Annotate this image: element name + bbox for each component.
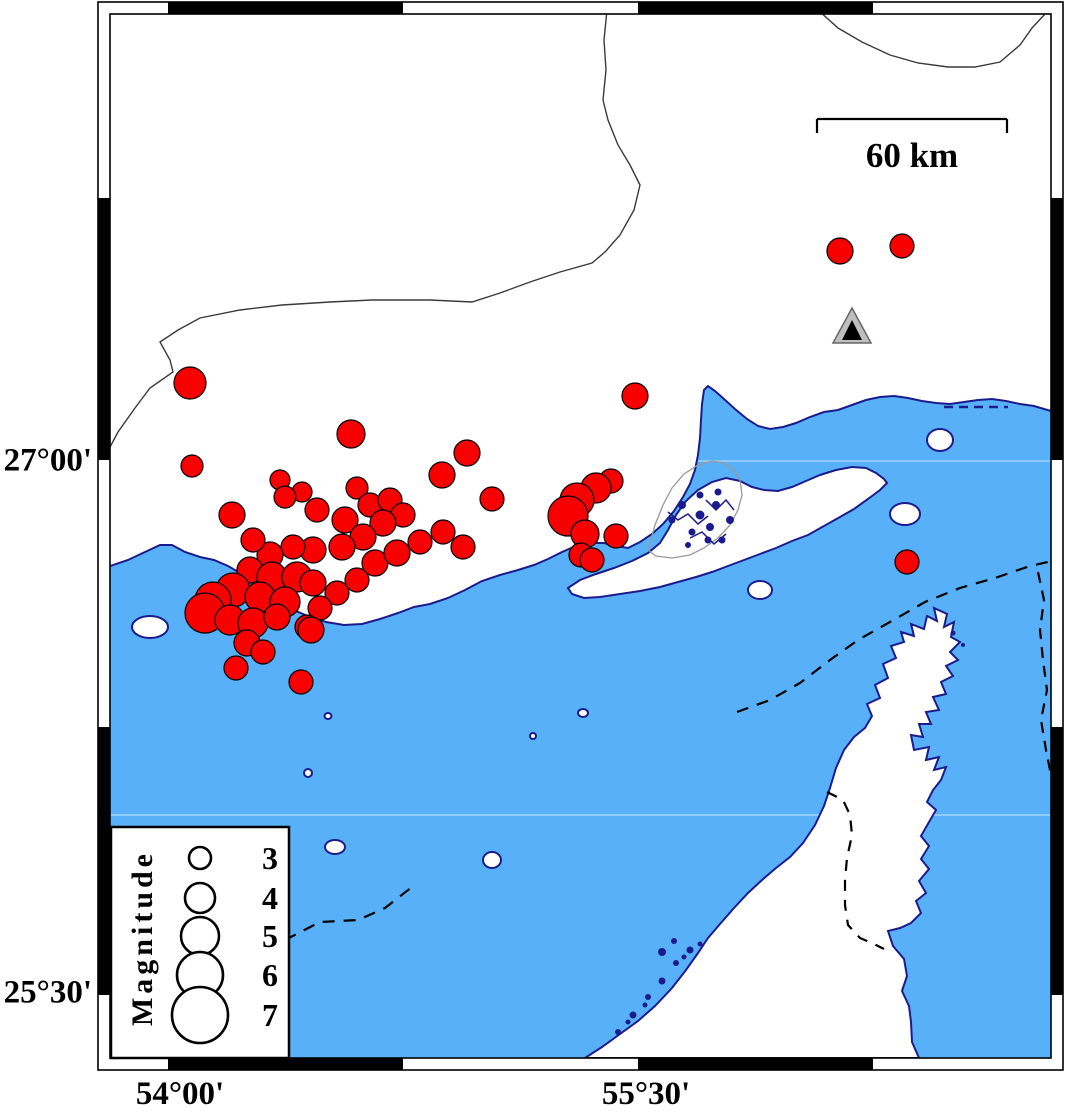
lon-label-55-30: 55°30': [601, 1076, 691, 1112]
maritime-boundary-dashed-strait: [1036, 571, 1051, 781]
scale-bar-label: 60 km: [865, 136, 959, 175]
earthquake-marker: [603, 523, 629, 549]
earthquake-marker: [430, 519, 456, 545]
earthquake-marker: [218, 501, 246, 529]
legend-magnitude-circle: [170, 985, 230, 1045]
earthquake-marker: [407, 529, 433, 555]
mangrove-detail: [667, 488, 735, 548]
earthquake-marker: [894, 549, 920, 575]
earthquake-marker: [299, 569, 327, 597]
earthquake-marker: [383, 539, 411, 567]
lat-label-25-30: 25°30': [3, 974, 92, 1011]
map-frame: [97, 1, 1064, 1071]
earthquake-marker: [428, 461, 456, 489]
legend-magnitude-label: 3: [262, 840, 278, 876]
earthquake-marker: [369, 509, 397, 537]
earthquake-marker: [297, 616, 325, 644]
scale-bar: [815, 117, 1009, 133]
earthquake-marker: [450, 534, 476, 560]
maritime-boundary-dashed-west: [284, 886, 413, 941]
earthquake-marker: [173, 366, 207, 400]
land-border-dashed-musandam: [826, 791, 885, 950]
maritime-boundary-dashed-east: [736, 560, 1049, 714]
lagoon-islets: [615, 630, 965, 1035]
legend-title: Magnitude: [126, 849, 159, 1027]
legend-magnitude-circle: [187, 845, 213, 871]
earthquake-marker: [453, 439, 481, 467]
earthquake-marker: [331, 506, 359, 534]
earthquake-marker: [288, 669, 314, 695]
legend-magnitude-label: 5: [262, 918, 278, 954]
earthquake-marker: [344, 567, 370, 593]
lon-label-54-00: 54°00': [135, 1076, 225, 1112]
earthquake-marker: [273, 485, 297, 509]
legend-magnitude-label: 7: [262, 997, 278, 1033]
musandam-peninsula: [583, 606, 962, 1058]
earthquake-marker: [324, 580, 350, 606]
earthquake-marker: [223, 655, 249, 681]
earthquake-marker: [263, 603, 291, 631]
earthquake-marker: [345, 476, 369, 500]
legend-magnitude-circle: [183, 881, 217, 915]
lagoon-outline: [647, 460, 743, 559]
province-boundary-west: [110, 14, 641, 448]
earthquake-marker: [889, 233, 915, 259]
earthquake-marker: [304, 497, 330, 523]
legend-magnitude-label: 4: [262, 880, 278, 916]
earthquake-marker: [180, 454, 204, 478]
earthquake-epicenters: [173, 233, 920, 695]
small-islands: [131, 428, 954, 869]
earthquake-marker: [479, 486, 505, 512]
legend-symbols: 3 456 7: [170, 840, 278, 1045]
province-boundary-northeast: [821, 14, 1046, 68]
earthquake-marker: [621, 382, 649, 410]
legend-magnitude-label: 6: [262, 957, 278, 993]
earthquake-marker: [250, 639, 276, 665]
lat-label-27-00: 27°00': [3, 442, 92, 479]
earthquake-marker: [579, 547, 605, 573]
earthquake-marker: [328, 533, 356, 561]
station-triangle-icon: [831, 306, 873, 344]
earthquake-marker: [336, 419, 366, 449]
earthquake-marker: [240, 527, 266, 553]
earthquake-marker: [280, 534, 306, 560]
earthquake-marker: [826, 237, 854, 265]
legend-magnitude-circle: [179, 915, 221, 957]
